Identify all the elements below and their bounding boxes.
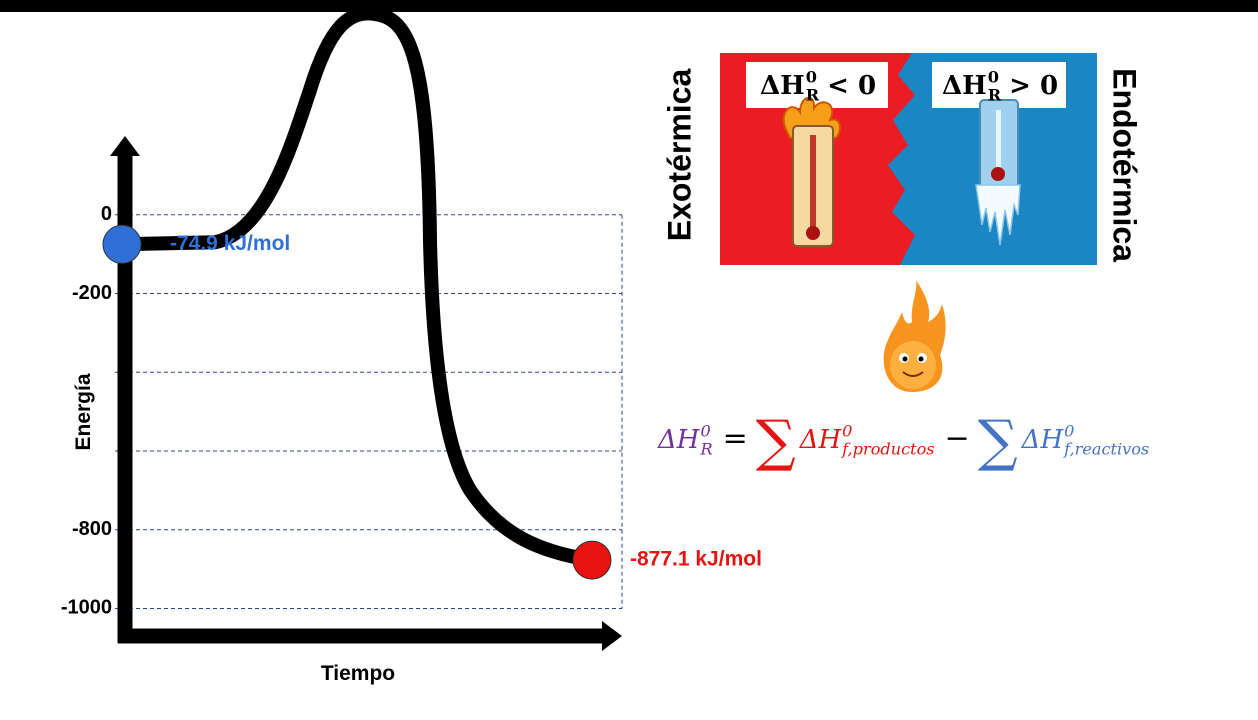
exo-label-box bbox=[746, 62, 888, 108]
energy-point bbox=[102, 224, 142, 264]
eq-minus: − bbox=[945, 421, 970, 456]
value-label: -877.1 kJ/mol bbox=[630, 548, 762, 571]
endo-label: Endotérmica bbox=[1107, 68, 1143, 262]
exo-delta-sub: R bbox=[806, 86, 820, 105]
eq-lhs-sup: 0 bbox=[700, 421, 710, 440]
eq-sum: ∑ bbox=[756, 409, 796, 474]
exo-delta-sup: 0 bbox=[806, 67, 817, 86]
eq-lhs-sub: R bbox=[699, 440, 712, 459]
reaction-path bbox=[115, 6, 599, 568]
endo-relation: > 0 bbox=[1009, 71, 1058, 101]
y-tick-label: -800 bbox=[72, 518, 112, 540]
exo-delta-symbol: ΔH bbox=[760, 71, 805, 101]
endo-delta-sub: R bbox=[988, 86, 1002, 105]
energy-point bbox=[572, 540, 612, 580]
hot-thermometer bbox=[782, 97, 841, 247]
exo-label: Exotérmica bbox=[661, 69, 697, 242]
value-label: -74.9 kJ/mol bbox=[170, 232, 290, 255]
endo-delta-symbol: ΔH bbox=[942, 71, 987, 101]
y-tick-label: -1000 bbox=[61, 597, 112, 619]
eq-term2-sub: f,reactivos bbox=[1063, 440, 1149, 459]
eq-equals: = bbox=[723, 421, 748, 456]
eq-term2-sup: 0 bbox=[1064, 421, 1074, 440]
flame-mascot bbox=[883, 280, 946, 392]
eq-term2-symbol: ΔH bbox=[1021, 425, 1065, 455]
eq-term1-symbol: ΔH bbox=[799, 425, 843, 455]
y-tick-label: 0 bbox=[101, 203, 112, 225]
endo-delta-sup: 0 bbox=[988, 67, 999, 86]
top-bar bbox=[0, 0, 1258, 12]
y-axis-arrow bbox=[110, 136, 140, 156]
y-tick-label: -200 bbox=[72, 282, 112, 304]
exo-relation: < 0 bbox=[827, 71, 876, 101]
eq-term1-sub: f,productos bbox=[841, 440, 934, 459]
y-axis-label: Energía bbox=[72, 373, 95, 450]
x-axis-arrow bbox=[602, 621, 622, 651]
eq-term1-sup: 0 bbox=[842, 421, 852, 440]
x-axis-label: Tiempo bbox=[321, 662, 395, 685]
eq-sum: ∑ bbox=[978, 409, 1018, 474]
cold-thermometer bbox=[975, 99, 1021, 246]
eq-lhs-symbol: ΔH bbox=[657, 425, 701, 455]
